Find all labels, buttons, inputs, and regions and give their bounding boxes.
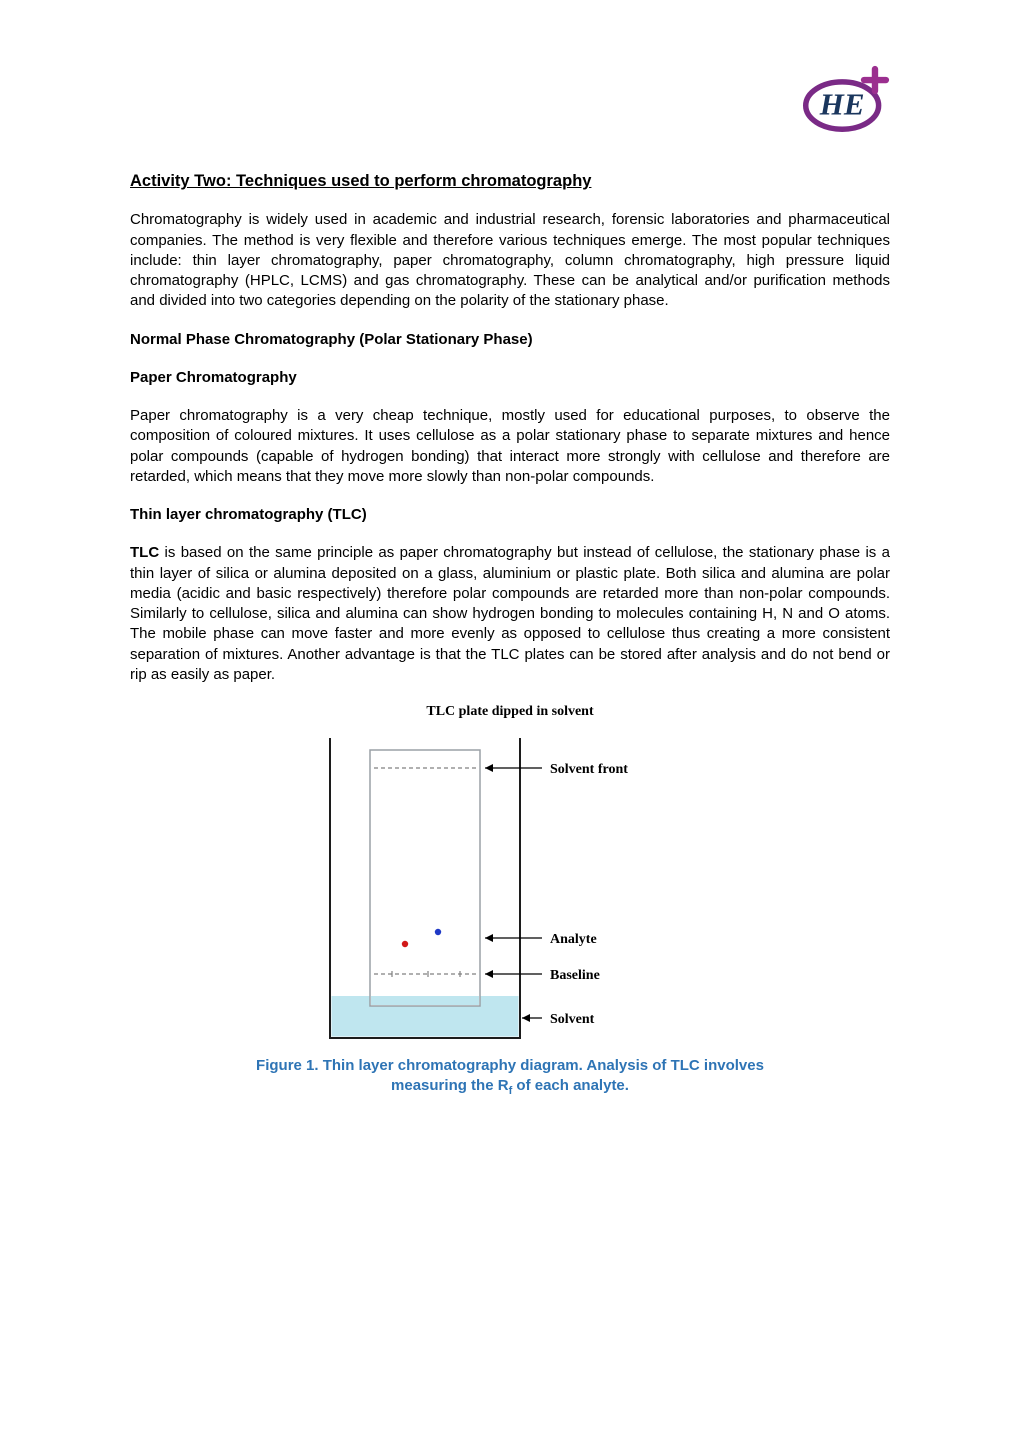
section-heading-normal-phase: Normal Phase Chromatography (Polar Stati… (130, 330, 890, 350)
logo-row: HE (130, 60, 890, 142)
svg-text:HE: HE (819, 87, 865, 122)
svg-text:Analyte: Analyte (550, 932, 597, 947)
svg-text:Solvent: Solvent (550, 1012, 595, 1027)
figure-1: TLC plate dipped in solvent Solvent fron… (130, 703, 890, 1099)
page-title: Activity Two: Techniques used to perform… (130, 170, 890, 192)
tlc-paragraph: TLC is based on the same principle as pa… (130, 543, 890, 685)
caption-line1: Figure 1. Thin layer chromatography diag… (256, 1057, 764, 1074)
tlc-diagram: Solvent front Analyte Baseline Solvent (300, 728, 720, 1048)
svg-text:Baseline: Baseline (550, 968, 600, 983)
caption-line2a: measuring the R (391, 1077, 509, 1094)
intro-paragraph: Chromatography is widely used in academi… (130, 210, 890, 311)
tlc-body-rest: is based on the same principle as paper … (130, 544, 890, 683)
subsection-heading-paper: Paper Chromatography (130, 368, 890, 388)
paper-paragraph: Paper chromatography is a very cheap tec… (130, 406, 890, 487)
figure-caption: Figure 1. Thin layer chromatography diag… (256, 1056, 764, 1099)
tlc-bold-prefix: TLC (130, 544, 159, 561)
subsection-heading-tlc: Thin layer chromatography (TLC) (130, 505, 890, 525)
figure-title: TLC plate dipped in solvent (426, 703, 593, 722)
he-plus-logo: HE (798, 60, 890, 142)
caption-line2c: of each analyte. (512, 1077, 629, 1094)
svg-text:Solvent front: Solvent front (550, 762, 628, 777)
